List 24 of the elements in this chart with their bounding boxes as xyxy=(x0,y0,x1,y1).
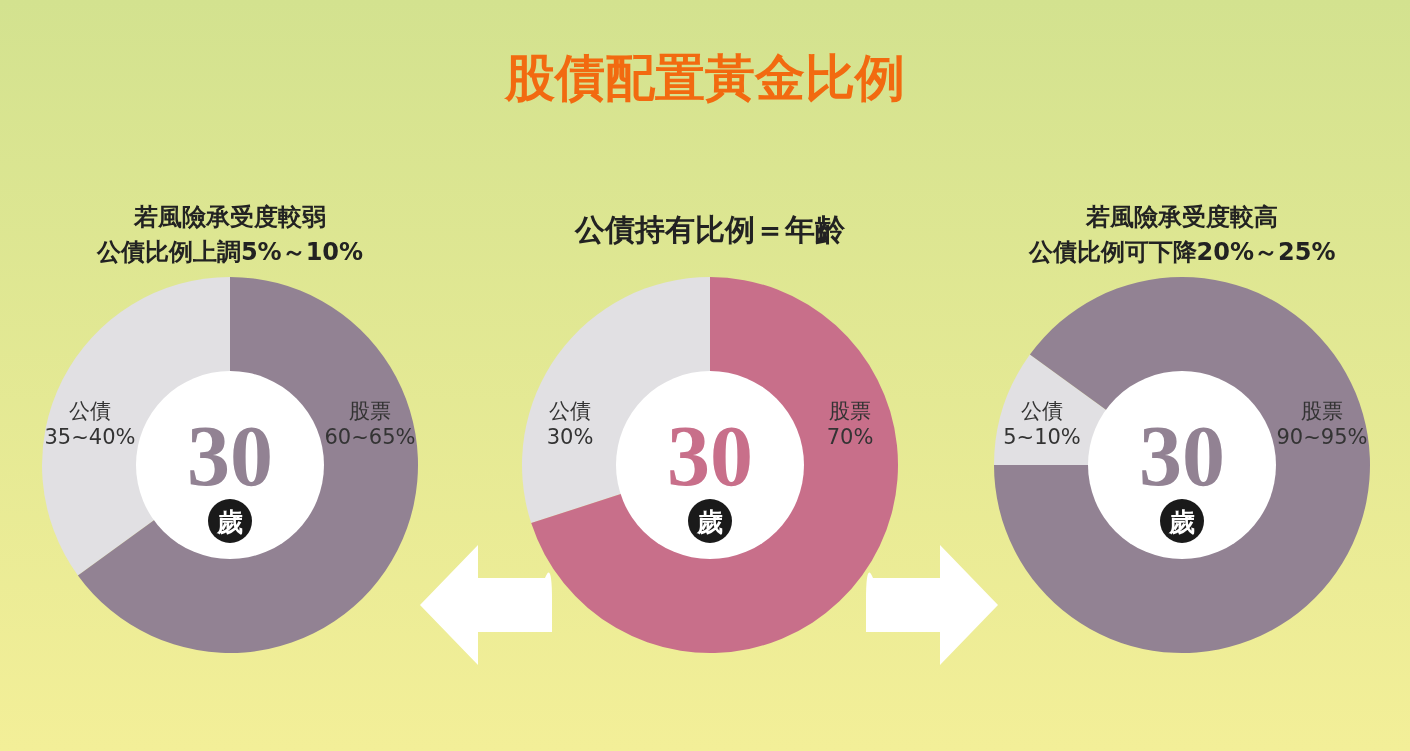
data-label: 35~40% xyxy=(44,425,136,449)
text: 30 xyxy=(187,408,273,504)
slice-label: 股票 xyxy=(829,399,871,423)
data-label: 60~65% xyxy=(324,425,416,449)
text: 歲 xyxy=(696,507,723,537)
chart-title: 若風險承受度較弱 xyxy=(133,203,326,231)
slice-label: 股票 xyxy=(1301,399,1343,423)
text: 30 xyxy=(667,408,753,504)
text: 30 xyxy=(1139,408,1225,504)
chart-title: 若風險承受度較高 xyxy=(1085,203,1278,231)
slice-label: 股票 xyxy=(349,399,391,423)
text: 歲 xyxy=(216,507,243,537)
data-label: 30% xyxy=(546,425,594,449)
data-label: 70% xyxy=(826,425,874,449)
data-label: 5~10% xyxy=(1003,425,1081,449)
chart-title: 公債持有比例＝年齡 xyxy=(574,212,846,247)
slice-label: 公債 xyxy=(549,399,591,423)
text: 歲 xyxy=(1168,507,1195,537)
text: 股債配置黃金比例 xyxy=(503,49,905,107)
slice-label: 公債 xyxy=(1021,399,1063,423)
chart-subtitle: 公債比例上調5%～10% xyxy=(95,238,364,266)
chart-subtitle: 公債比例可下降20%～25% xyxy=(1027,238,1336,266)
data-label: 90~95% xyxy=(1276,425,1368,449)
slice-label: 公債 xyxy=(69,399,111,423)
